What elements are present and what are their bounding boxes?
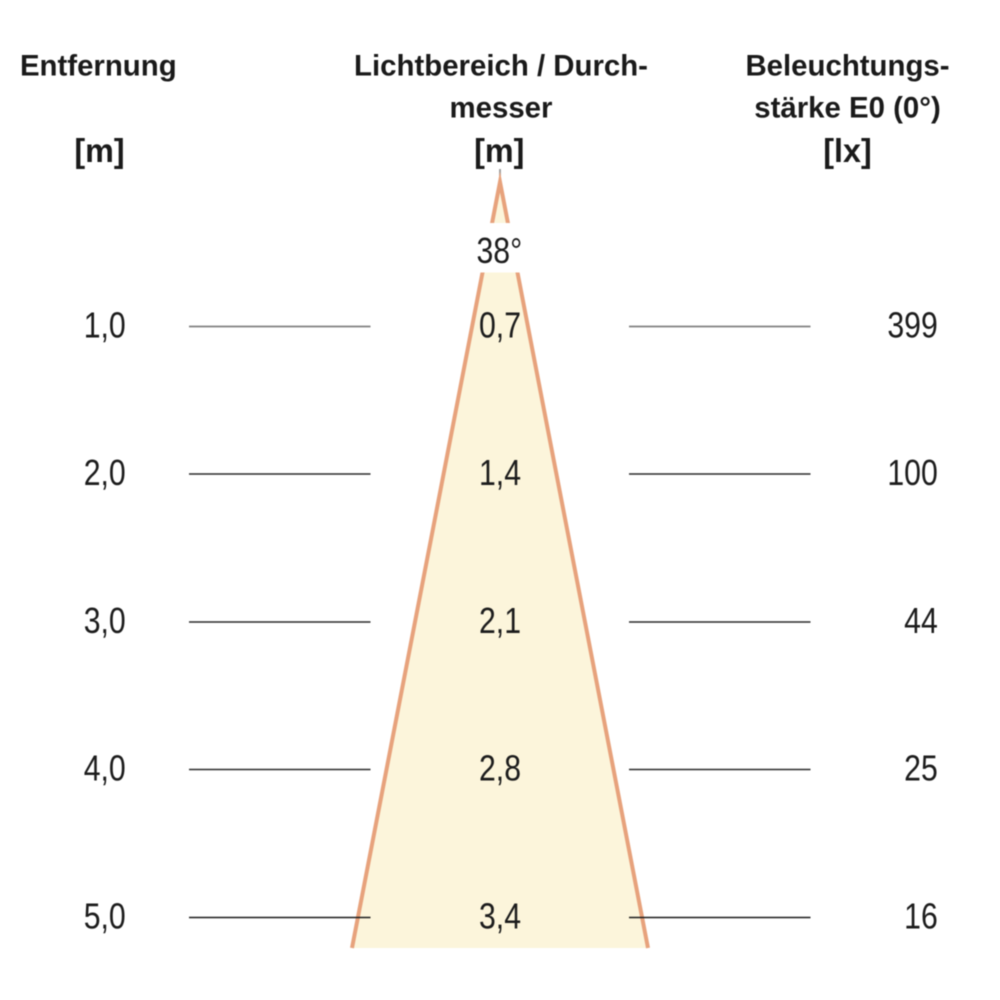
svg-text:2,8: 2,8	[479, 749, 521, 789]
svg-text:399: 399	[887, 306, 937, 346]
svg-text:messer: messer	[450, 91, 553, 124]
svg-text:Beleuchtungs-: Beleuchtungs-	[745, 49, 949, 82]
svg-text:44: 44	[904, 602, 938, 642]
svg-text:Lichtbereich / Durch-: Lichtbereich / Durch-	[354, 49, 648, 82]
svg-text:100: 100	[887, 454, 937, 494]
svg-text:5,0: 5,0	[84, 897, 126, 937]
svg-text:3,4: 3,4	[479, 897, 521, 937]
svg-text:0,7: 0,7	[479, 306, 521, 346]
svg-text:[lx]: [lx]	[823, 132, 871, 169]
svg-text:25: 25	[904, 749, 938, 789]
svg-text:[m]: [m]	[74, 132, 124, 169]
svg-text:2,0: 2,0	[84, 454, 126, 494]
svg-text:1,0: 1,0	[84, 306, 126, 346]
svg-text:1,4: 1,4	[479, 454, 521, 494]
svg-text:[m]: [m]	[474, 132, 524, 169]
svg-text:stärke E0 (0°): stärke E0 (0°)	[754, 91, 941, 124]
svg-text:38°: 38°	[476, 232, 522, 272]
svg-text:2,1: 2,1	[479, 602, 521, 642]
svg-text:3,0: 3,0	[84, 602, 126, 642]
svg-text:4,0: 4,0	[84, 749, 126, 789]
svg-text:16: 16	[904, 897, 938, 937]
svg-text:Entfernung: Entfernung	[20, 49, 177, 82]
